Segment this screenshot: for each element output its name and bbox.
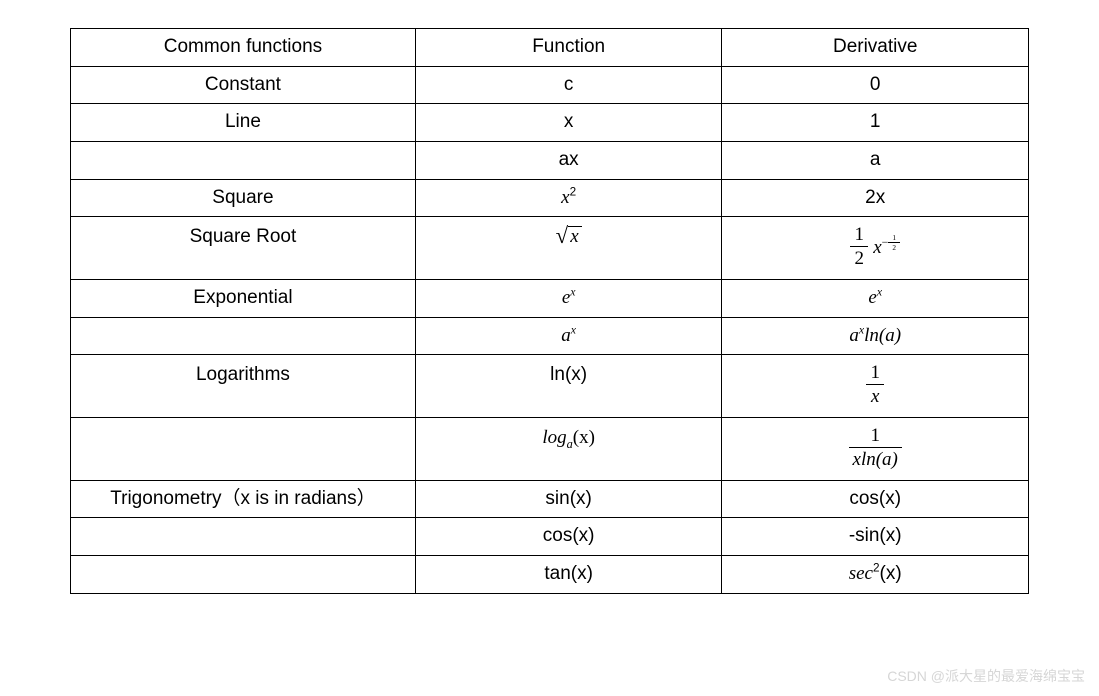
denominator: x bbox=[866, 384, 884, 409]
row-derivative: sec2(x) bbox=[722, 556, 1029, 594]
table-row: tan(x) sec2(x) bbox=[71, 556, 1029, 594]
table-row: Logarithms ln(x) 1 x bbox=[71, 355, 1029, 418]
row-function: cos(x) bbox=[415, 518, 722, 556]
row-derivative: 1 bbox=[722, 104, 1029, 142]
row-derivative: 0 bbox=[722, 66, 1029, 104]
row-name bbox=[71, 518, 416, 556]
row-function: x bbox=[415, 104, 722, 142]
row-name: Line bbox=[71, 104, 416, 142]
row-name: Square Root bbox=[71, 217, 416, 280]
col-common-functions: Common functions bbox=[71, 29, 416, 67]
table-row: Exponential ex ex bbox=[71, 280, 1029, 318]
math-e: e bbox=[562, 287, 570, 308]
col-derivative: Derivative bbox=[722, 29, 1029, 67]
row-function: √ x bbox=[415, 217, 722, 280]
fraction: 1 x bbox=[866, 363, 884, 409]
table-row: Constant c 0 bbox=[71, 66, 1029, 104]
table-row: Trigonometry（x is in radians） sin(x) cos… bbox=[71, 480, 1029, 518]
table-row: Square x2 2x bbox=[71, 179, 1029, 217]
row-function: ln(x) bbox=[415, 355, 722, 418]
fraction: 12 bbox=[888, 234, 900, 252]
fraction: 1 2 bbox=[850, 225, 868, 271]
math-sup-x: x bbox=[877, 286, 882, 299]
table-header-row: Common functions Function Derivative bbox=[71, 29, 1029, 67]
denominator: xln(a) bbox=[849, 447, 902, 472]
table-row: ax axln(a) bbox=[71, 317, 1029, 355]
row-function: loga(x) bbox=[415, 418, 722, 481]
math-sup-x: x bbox=[570, 286, 575, 299]
radical-sign: √ bbox=[556, 225, 569, 248]
row-name bbox=[71, 418, 416, 481]
sqrt-icon: √ x bbox=[556, 225, 582, 248]
math-lna: ln(a) bbox=[864, 325, 901, 346]
row-derivative: cos(x) bbox=[722, 480, 1029, 518]
numerator: 1 bbox=[850, 225, 868, 246]
row-derivative: -sin(x) bbox=[722, 518, 1029, 556]
watermark-text: CSDN @派大星的最爱海绵宝宝 bbox=[887, 666, 1085, 686]
denominator: 2 bbox=[850, 246, 868, 271]
row-function: tan(x) bbox=[415, 556, 722, 594]
table-row: cos(x) -sin(x) bbox=[71, 518, 1029, 556]
table-row: Line x 1 bbox=[71, 104, 1029, 142]
row-name: Square bbox=[71, 179, 416, 217]
row-derivative: axln(a) bbox=[722, 317, 1029, 355]
math-sup-x: x bbox=[571, 323, 576, 336]
row-name bbox=[71, 556, 416, 594]
math-sup-2: 2 bbox=[570, 185, 577, 198]
row-function: c bbox=[415, 66, 722, 104]
row-function: ax bbox=[415, 317, 722, 355]
row-name bbox=[71, 142, 416, 180]
math-sec: sec bbox=[849, 563, 873, 584]
math-paren-x: (x) bbox=[573, 427, 595, 448]
row-name: Constant bbox=[71, 66, 416, 104]
row-function: ax bbox=[415, 142, 722, 180]
row-name: Trigonometry（x is in radians） bbox=[71, 480, 416, 518]
row-derivative: 1 x bbox=[722, 355, 1029, 418]
numerator: 1 bbox=[849, 426, 902, 447]
row-function: x2 bbox=[415, 179, 722, 217]
radicand: x bbox=[568, 226, 581, 248]
row-derivative: 1 xln(a) bbox=[722, 418, 1029, 481]
row-derivative: 1 2 x−12 bbox=[722, 217, 1029, 280]
fraction: 1 xln(a) bbox=[849, 426, 902, 472]
row-derivative: a bbox=[722, 142, 1029, 180]
row-name: Logarithms bbox=[71, 355, 416, 418]
row-name: Exponential bbox=[71, 280, 416, 318]
row-derivative: ex bbox=[722, 280, 1029, 318]
derivatives-table: Common functions Function Derivative Con… bbox=[70, 28, 1029, 594]
row-derivative: 2x bbox=[722, 179, 1029, 217]
math-exponent: −12 bbox=[882, 236, 900, 249]
math-a: a bbox=[561, 325, 571, 346]
math-x: x bbox=[561, 187, 569, 208]
row-function: sin(x) bbox=[415, 480, 722, 518]
table-row: loga(x) 1 xln(a) bbox=[71, 418, 1029, 481]
math-e: e bbox=[868, 287, 876, 308]
col-function: Function bbox=[415, 29, 722, 67]
math-paren-x: (x) bbox=[880, 563, 902, 584]
table-row: ax a bbox=[71, 142, 1029, 180]
table-row: Square Root √ x 1 2 x−12 bbox=[71, 217, 1029, 280]
math-log: log bbox=[542, 427, 566, 448]
numerator: 1 bbox=[866, 363, 884, 384]
math-x: x bbox=[873, 237, 881, 258]
row-function: ex bbox=[415, 280, 722, 318]
row-name bbox=[71, 317, 416, 355]
math-a: a bbox=[849, 325, 859, 346]
